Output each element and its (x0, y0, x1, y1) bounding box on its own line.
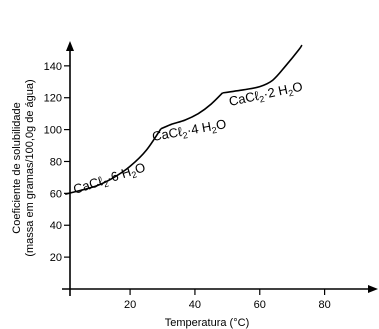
x-axis-title: Temperatura (°C) (165, 317, 249, 329)
series-line-hexahydrate (64, 128, 162, 195)
y-tick-label: 80 (50, 156, 62, 168)
y-axis-arrow-icon (66, 41, 74, 51)
x-tick-label: 60 (254, 299, 266, 311)
ticks: 20 40 60 80 20 40 60 80 100 120 140 (44, 61, 331, 311)
y-axis-title-line1: Coeficiente de solubilidade (11, 102, 23, 233)
y-tick-label: 60 (50, 188, 62, 200)
y-tick-label: 120 (44, 93, 62, 105)
y-tick-label: 100 (44, 125, 62, 137)
series-label-dihydrate: CaCℓ2·2 H2O (228, 79, 305, 111)
series-line-dihydrate (222, 44, 303, 94)
curves (64, 44, 303, 195)
series-label-tetrahydrate: CaCℓ2·4 H2O (151, 116, 228, 146)
x-tick-label: 80 (318, 299, 330, 311)
x-tick-label: 20 (124, 299, 136, 311)
series-line-tetrahydrate (160, 92, 224, 130)
y-tick-label: 20 (50, 252, 62, 264)
series-label-hexahydrate: CaCℓ2·6 H2O (71, 159, 148, 198)
y-tick-label: 140 (44, 61, 62, 73)
x-tick-label: 40 (189, 299, 201, 311)
axes (62, 41, 378, 296)
x-axis-arrow-icon (368, 285, 378, 293)
y-axis-title-line2: (massa em gramas/100,0g de água) (24, 79, 36, 256)
y-tick-label: 40 (50, 220, 62, 232)
